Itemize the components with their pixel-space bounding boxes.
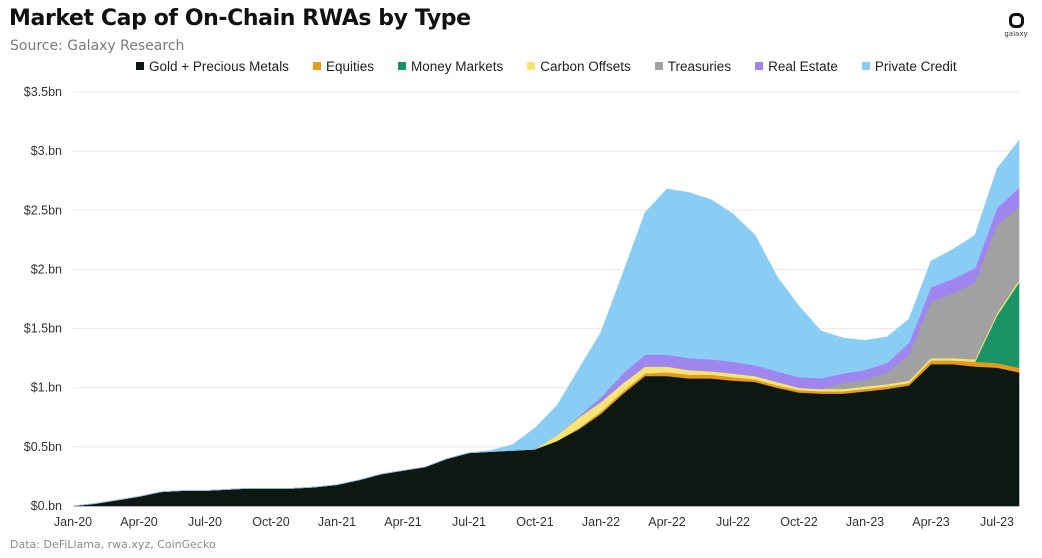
x-tick-label: Jan-22 bbox=[582, 515, 620, 529]
galaxy-logo: galaxy bbox=[1003, 13, 1029, 38]
legend-label: Treasuries bbox=[667, 58, 732, 74]
x-tick-label: Apr-21 bbox=[384, 515, 422, 529]
x-tick-label: Apr-23 bbox=[912, 515, 950, 529]
legend-label: Real Estate bbox=[768, 58, 838, 74]
legend-swatch bbox=[654, 62, 663, 70]
x-tick-label: Jan-23 bbox=[846, 515, 884, 529]
legend-swatch bbox=[527, 62, 536, 70]
legend-swatch bbox=[861, 62, 870, 70]
x-tick-label: Apr-22 bbox=[648, 515, 686, 529]
y-tick-label: $2.bn bbox=[31, 262, 62, 276]
x-tick-label: Jan-20 bbox=[54, 515, 92, 529]
legend-item: Carbon Offsets bbox=[527, 59, 631, 74]
x-tick-label: Oct-22 bbox=[780, 515, 818, 529]
y-tick-label: $1.5bn bbox=[24, 322, 62, 336]
stacked-area-chart: $0.bn $0.5bn $1.bn $1.5bn $2.bn $2.5bn $3.bn $3… bbox=[24, 85, 1020, 529]
y-tick-label: $0.5bn bbox=[24, 440, 62, 454]
y-tick-label: $0.bn bbox=[31, 499, 62, 513]
x-tick-label: Apr-20 bbox=[120, 515, 158, 529]
chart-subtitle: Source: Galaxy Research bbox=[10, 38, 185, 54]
x-tick-label: Jul-20 bbox=[188, 515, 222, 529]
legend-swatch bbox=[312, 62, 321, 70]
source-note: Data: DeFiLlama, rwa.xyz, CoinGecko bbox=[10, 538, 216, 551]
y-tick-label: $3.5bn bbox=[24, 85, 62, 99]
galaxy-logo-text: galaxy bbox=[1004, 30, 1028, 38]
legend-item: Treasuries bbox=[654, 58, 732, 74]
x-tick-label: Jan-21 bbox=[318, 515, 356, 529]
legend-item: Private Credit bbox=[861, 58, 957, 74]
x-tick-label: Oct-21 bbox=[516, 515, 554, 529]
x-tick-label: Jul-23 bbox=[980, 515, 1014, 529]
galaxy-logo-icon bbox=[1008, 13, 1024, 28]
y-tick-label: $2.5bn bbox=[24, 203, 62, 217]
x-tick-label: Oct-20 bbox=[252, 515, 290, 529]
area-series-6 bbox=[72, 139, 1020, 507]
x-tick-label: Jul-21 bbox=[452, 515, 486, 529]
legend-label: Gold + Precious Metals bbox=[149, 58, 289, 74]
legend-item: Equities bbox=[312, 58, 374, 74]
legend-item: Money Markets bbox=[397, 58, 504, 74]
legend-label: Equities bbox=[325, 58, 374, 74]
legend-swatch bbox=[136, 62, 144, 70]
x-tick-label: Jul-22 bbox=[716, 515, 750, 529]
chart-title: Market Cap of On-Chain RWAs by Type bbox=[9, 6, 471, 31]
legend-label: Carbon Offsets bbox=[540, 58, 631, 74]
legend-swatch bbox=[755, 62, 764, 70]
y-tick-label: $1.bn bbox=[31, 381, 62, 395]
legend-item: Gold + Precious Metals bbox=[136, 59, 289, 74]
legend-label: Private Credit bbox=[874, 58, 957, 74]
y-tick-label: $3.bn bbox=[31, 144, 62, 158]
legend-swatch bbox=[397, 62, 406, 70]
chart-legend: Gold + Precious Metals Equities Money Mark… bbox=[136, 57, 957, 75]
legend-item: Real Estate bbox=[755, 59, 838, 74]
legend-label: Money Markets bbox=[410, 58, 504, 74]
